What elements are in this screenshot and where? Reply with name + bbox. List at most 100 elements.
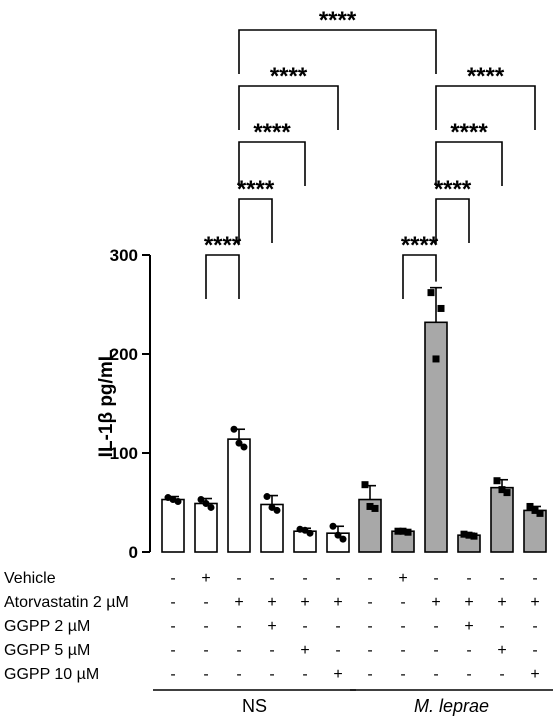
condition-sign: - bbox=[433, 666, 438, 683]
data-point bbox=[197, 496, 205, 504]
condition-sign: + bbox=[333, 594, 342, 611]
condition-sign: - bbox=[433, 570, 438, 587]
condition-sign: + bbox=[234, 594, 243, 611]
data-point bbox=[460, 530, 468, 538]
data-point bbox=[366, 502, 374, 510]
condition-sign: + bbox=[333, 666, 342, 683]
condition-sign: + bbox=[201, 570, 210, 587]
condition-label: GGPP 2 µM bbox=[4, 618, 90, 635]
condition-sign: - bbox=[170, 570, 175, 587]
condition-sign: - bbox=[367, 642, 372, 659]
y-tick-label: 100 bbox=[110, 444, 138, 463]
significance-label: **** bbox=[270, 63, 308, 90]
data-point bbox=[334, 531, 342, 539]
data-point bbox=[371, 504, 379, 512]
condition-sign: - bbox=[400, 642, 405, 659]
condition-sign: - bbox=[170, 594, 175, 611]
data-point bbox=[301, 526, 309, 534]
data-point bbox=[465, 531, 473, 539]
condition-label: GGPP 5 µM bbox=[4, 642, 90, 659]
data-point bbox=[169, 496, 177, 504]
condition-sign: - bbox=[170, 666, 175, 683]
group-label: M. leprae bbox=[414, 696, 489, 716]
condition-label: Atorvastatin 2 µM bbox=[4, 594, 129, 611]
condition-sign: + bbox=[464, 594, 473, 611]
condition-sign: - bbox=[335, 642, 340, 659]
condition-sign: - bbox=[302, 570, 307, 587]
data-point bbox=[526, 502, 534, 510]
significance-label: **** bbox=[401, 232, 439, 259]
data-point bbox=[531, 506, 539, 514]
significance-label: **** bbox=[434, 176, 472, 203]
data-point bbox=[240, 443, 248, 451]
condition-sign: - bbox=[335, 570, 340, 587]
group-label: NS bbox=[242, 696, 267, 716]
condition-sign: + bbox=[300, 594, 309, 611]
condition-sign: - bbox=[466, 570, 471, 587]
condition-sign: - bbox=[203, 594, 208, 611]
significance-label: **** bbox=[467, 63, 505, 90]
condition-sign: - bbox=[532, 570, 537, 587]
y-tick-label: 200 bbox=[110, 345, 138, 364]
bar bbox=[194, 502, 218, 553]
significance-bracket bbox=[238, 85, 339, 130]
significance-bracket bbox=[402, 254, 437, 299]
condition-sign: - bbox=[302, 618, 307, 635]
condition-sign: - bbox=[236, 618, 241, 635]
condition-sign: - bbox=[269, 642, 274, 659]
condition-sign: - bbox=[269, 666, 274, 683]
significance-bracket bbox=[205, 254, 240, 299]
significance-label: **** bbox=[204, 232, 242, 259]
bar bbox=[161, 498, 185, 553]
condition-sign: - bbox=[367, 666, 372, 683]
data-point bbox=[230, 425, 238, 433]
condition-sign: - bbox=[433, 618, 438, 635]
condition-sign: - bbox=[466, 666, 471, 683]
data-point bbox=[498, 486, 506, 494]
y-tick-label: 0 bbox=[129, 543, 138, 562]
bar bbox=[490, 486, 514, 553]
condition-sign: - bbox=[400, 594, 405, 611]
condition-sign: - bbox=[367, 594, 372, 611]
condition-sign: + bbox=[530, 594, 539, 611]
condition-sign: - bbox=[532, 642, 537, 659]
data-point bbox=[207, 503, 215, 511]
condition-sign: - bbox=[499, 618, 504, 635]
data-point bbox=[263, 493, 271, 501]
data-point bbox=[404, 528, 412, 536]
data-point bbox=[432, 355, 440, 363]
significance-label: **** bbox=[253, 119, 291, 146]
data-point bbox=[437, 304, 445, 312]
significance-bracket bbox=[435, 198, 470, 243]
data-point bbox=[268, 503, 276, 511]
data-point bbox=[470, 532, 478, 540]
condition-label: Vehicle bbox=[4, 570, 56, 587]
condition-sign: - bbox=[302, 666, 307, 683]
significance-label: **** bbox=[237, 176, 275, 203]
condition-sign: + bbox=[267, 594, 276, 611]
condition-sign: - bbox=[236, 666, 241, 683]
condition-sign: + bbox=[398, 570, 407, 587]
condition-sign: - bbox=[466, 642, 471, 659]
condition-sign: - bbox=[203, 642, 208, 659]
significance-label: **** bbox=[450, 119, 488, 146]
data-point bbox=[427, 289, 435, 297]
data-point bbox=[503, 489, 511, 497]
condition-sign: - bbox=[170, 618, 175, 635]
condition-sign: - bbox=[367, 570, 372, 587]
condition-sign: - bbox=[203, 666, 208, 683]
condition-sign: + bbox=[431, 594, 440, 611]
condition-sign: + bbox=[497, 594, 506, 611]
data-point bbox=[399, 527, 407, 535]
condition-sign: - bbox=[170, 642, 175, 659]
significance-bracket bbox=[435, 85, 536, 130]
condition-sign: - bbox=[236, 570, 241, 587]
condition-sign: - bbox=[400, 618, 405, 635]
significance-bracket bbox=[238, 29, 437, 74]
condition-sign: + bbox=[267, 618, 276, 635]
data-point bbox=[536, 509, 544, 517]
y-tick-label: 300 bbox=[110, 246, 138, 265]
condition-sign: + bbox=[300, 642, 309, 659]
condition-sign: - bbox=[433, 642, 438, 659]
